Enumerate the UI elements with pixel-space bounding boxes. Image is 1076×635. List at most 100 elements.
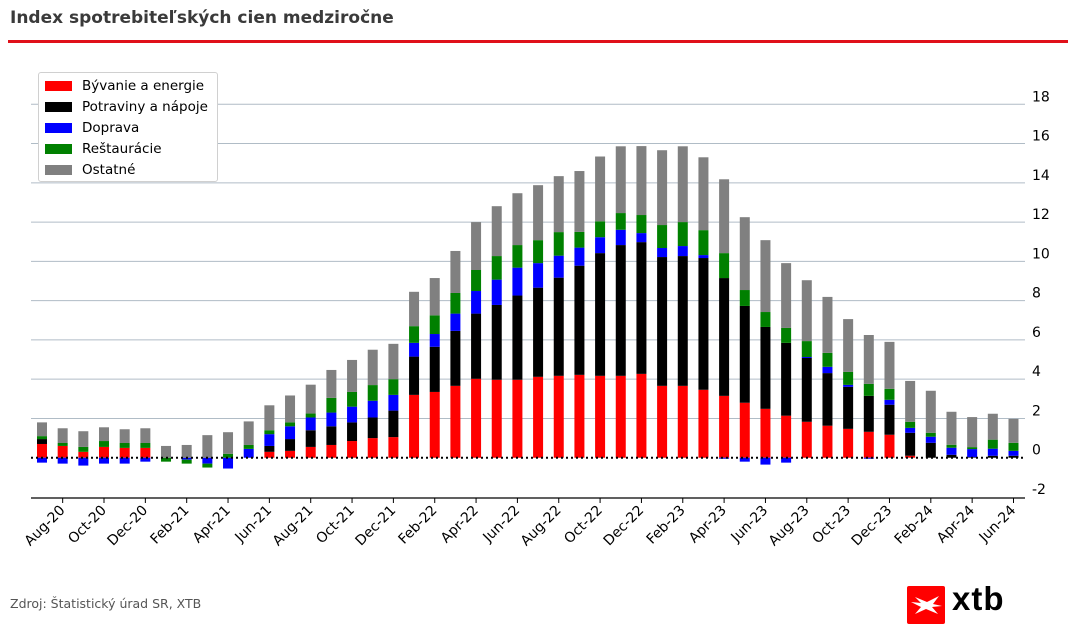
bar-segment	[409, 342, 420, 357]
bar-segment	[884, 434, 895, 458]
bar-segment	[471, 270, 482, 292]
bar-segment	[202, 463, 213, 468]
bar-segment	[491, 304, 502, 380]
bar-segment	[119, 443, 130, 448]
y-tick-label: 8	[1032, 286, 1041, 302]
x-tick-label: Feb-21	[148, 503, 193, 548]
bar-segment	[719, 278, 730, 396]
y-tick-label: 12	[1032, 207, 1050, 223]
bar-segment	[615, 229, 626, 246]
bar-segment	[305, 384, 316, 414]
bar-segment	[925, 436, 936, 443]
legend-swatch	[45, 81, 72, 91]
bar-segment	[553, 375, 564, 458]
bar-segment	[595, 375, 606, 458]
bar-segment	[987, 413, 998, 440]
bar-segment	[429, 391, 440, 458]
bar-segment	[305, 413, 316, 418]
y-tick-label: 6	[1032, 325, 1041, 341]
bar-segment	[657, 257, 668, 386]
bar-segment	[987, 439, 998, 449]
legend-item-restaurants: Reštaurácie	[45, 139, 162, 159]
title-divider	[8, 40, 1068, 43]
legend-item-other: Ostatné	[45, 160, 135, 180]
bar-segment	[533, 240, 544, 264]
bar-segment	[905, 427, 916, 433]
bar-segment	[37, 436, 47, 440]
bar-segment	[884, 388, 895, 400]
chart-legend: Bývanie a energie Potraviny a nápoje Dop…	[38, 72, 218, 182]
bar-segment	[636, 233, 647, 243]
bar-segment	[429, 315, 440, 335]
bar-segment	[409, 291, 420, 327]
bar-segment	[595, 237, 606, 254]
bar-segment	[57, 445, 68, 458]
bar-segment	[574, 231, 585, 248]
x-tick-label: Aug-22	[518, 503, 565, 550]
legend-label: Reštaurácie	[82, 141, 162, 157]
bar-segment	[450, 292, 461, 314]
bar-segment	[574, 171, 585, 232]
bar-segment	[925, 432, 936, 437]
bar-segment	[181, 459, 192, 464]
bar-segment	[78, 446, 89, 452]
bar-segment	[140, 447, 151, 458]
bar-segment	[409, 394, 420, 458]
x-tick-label: Oct-22	[561, 503, 606, 548]
bar-segment	[843, 371, 854, 385]
bar-segment	[615, 245, 626, 376]
bar-segment	[326, 369, 337, 398]
bar-segment	[37, 422, 47, 437]
bar-segment	[388, 410, 399, 438]
x-tick-label: Dec-23	[849, 503, 896, 550]
bar-segment	[698, 230, 709, 256]
bar-segment	[615, 375, 626, 458]
bar-segment	[719, 253, 730, 279]
bar-segment	[202, 435, 213, 458]
y-tick-label: -2	[1032, 482, 1046, 498]
bar-segment	[822, 296, 833, 353]
y-tick-label: 0	[1032, 443, 1041, 459]
bar-segment	[409, 356, 420, 395]
bar-segment	[37, 439, 47, 444]
bar-segment	[781, 327, 792, 343]
bar-segment	[760, 240, 771, 313]
bar-segment	[636, 373, 647, 458]
bar-segment	[677, 246, 688, 257]
bar-segment	[285, 395, 296, 423]
bar-segment	[450, 330, 461, 386]
bar-segment	[822, 352, 833, 367]
bar-segment	[657, 150, 668, 226]
bar-segment	[99, 446, 110, 458]
x-tick-label: Dec-22	[601, 503, 648, 550]
bar-segment	[553, 232, 564, 256]
bar-segment	[388, 343, 399, 380]
bar-segment	[491, 279, 502, 305]
bar-segment	[429, 334, 440, 347]
bar-segment	[698, 157, 709, 231]
bar-segment	[905, 380, 916, 422]
bar-segment	[37, 457, 47, 463]
bar-segment	[760, 408, 771, 458]
bar-segment	[533, 287, 544, 377]
legend-item-transport: Doprava	[45, 118, 139, 138]
bar-segment	[987, 448, 998, 456]
bar-segment	[78, 451, 89, 458]
x-tick-label: Oct-21	[313, 503, 358, 548]
bar-segment	[739, 290, 750, 306]
bar-segment	[305, 446, 316, 458]
bar-segment	[863, 335, 874, 384]
x-tick-label: Dec-20	[105, 503, 152, 550]
bar-segment	[698, 255, 709, 259]
bar-segment	[884, 404, 895, 435]
bar-segment	[140, 443, 151, 448]
bar-segment	[677, 385, 688, 458]
bar-segment	[243, 448, 254, 458]
bar-segment	[760, 457, 771, 465]
bar-segment	[801, 341, 812, 357]
bar-segment	[78, 431, 89, 447]
x-tick-label: Dec-21	[353, 503, 400, 550]
bar-segment	[574, 265, 585, 375]
x-tick-label: Feb-22	[396, 503, 441, 548]
page-title: Index spotrebiteľských cien medziročne	[10, 8, 394, 28]
